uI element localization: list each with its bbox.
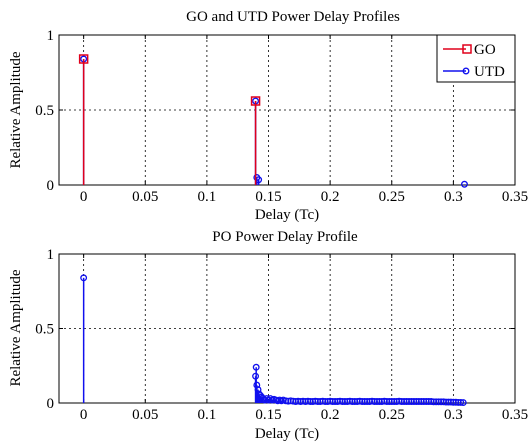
stem-marks [80, 274, 467, 407]
series-stem-marker [253, 381, 261, 389]
x-tick-labels: 0 0.05 0.1 0.15 0.2 0.25 0.3 0.35 [80, 407, 528, 423]
series-stem-marker [459, 399, 467, 407]
y-tick-label: 0 [47, 178, 55, 194]
series-stem-marker [368, 397, 376, 405]
y-axis-label: Relative Amplitude [8, 51, 24, 168]
go-stem-marker [250, 96, 261, 106]
series-stem-marker [427, 398, 435, 405]
x-tick-label: 0.2 [321, 407, 340, 423]
y-tick-label: 0.5 [35, 103, 54, 119]
x-tick-label: 0.05 [132, 407, 158, 423]
series-stem-marker [299, 397, 307, 405]
series-stem-marker [395, 397, 403, 405]
series-stem-marker [254, 386, 262, 394]
legend-entry-utd: UTD [443, 64, 505, 80]
series-stem-marker [326, 397, 334, 405]
series-stem-marker [304, 397, 312, 405]
x-tick-label: 0.3 [444, 407, 463, 423]
chart-title: GO and UTD Power Delay Profiles [186, 9, 400, 25]
y-tick-label: 1 [47, 247, 55, 263]
x-tick-label: 0.25 [379, 407, 405, 423]
x-tick-labels: 0 0.05 0.1 0.15 0.2 0.25 0.3 0.35 [80, 189, 528, 205]
x-axis-label: Delay (Tc) [255, 207, 319, 223]
series-stem-marker [289, 397, 297, 405]
y-tick-labels: 00.51 [35, 28, 54, 194]
stem-marks [78, 54, 468, 188]
x-tick-label: 0.05 [132, 189, 158, 205]
series-stem-marker [380, 397, 388, 405]
series-stem-marker [447, 398, 455, 406]
go-utd-panel: GO and UTD Power Delay Profiles 0 0.05 0.1… [8, 9, 528, 223]
series-stem-marker [452, 398, 460, 406]
series-stem-marker [346, 397, 354, 405]
x-tick-label: 0 [80, 189, 88, 205]
series-stem-marker [311, 397, 319, 405]
grid-lines [59, 254, 515, 403]
x-tick-label: 0.3 [444, 189, 463, 205]
x-tick-label: 0.15 [255, 189, 281, 205]
series-stem-marker [356, 397, 364, 405]
x-axis-label: Delay (Tc) [255, 426, 319, 442]
legend-entry-go: GO [443, 42, 496, 58]
x-tick-label: 0.15 [255, 407, 281, 423]
y-tick-label: 0 [47, 396, 55, 412]
series-stem-marker [336, 397, 344, 405]
utd-stem-marker [461, 180, 468, 188]
x-tick-label: 0.2 [321, 189, 340, 205]
legend: GO UTD [436, 34, 516, 83]
series-stem-marker [440, 398, 447, 406]
y-tick-label: 0.5 [35, 322, 54, 338]
series-stem-marker [457, 398, 465, 406]
x-tick-label: 0.35 [502, 189, 528, 205]
chart-title: PO Power Delay Profile [212, 229, 358, 245]
y-tick-labels: 00.51 [35, 247, 54, 412]
series-stem-marker [294, 397, 302, 405]
x-tick-label: 0.35 [502, 407, 528, 423]
legend-label-utd: UTD [474, 64, 505, 80]
x-tick-label: 0.1 [198, 189, 217, 205]
y-axis-label: Relative Amplitude [8, 269, 24, 386]
x-tick-label: 0.1 [198, 407, 217, 423]
x-tick-label: 0 [80, 407, 88, 423]
series-stem-marker [319, 397, 327, 405]
y-tick-label: 1 [47, 28, 55, 44]
x-tick-label: 0.25 [379, 189, 405, 205]
series-stem-marker [80, 274, 88, 282]
go-stem-marker [78, 54, 89, 64]
legend-label-go: GO [474, 42, 496, 58]
series-stem-marker [252, 363, 260, 371]
legend-box [436, 34, 516, 83]
plot-area [59, 254, 515, 403]
po-panel: PO Power Delay Profile 0 0.05 0.1 0.15 0.2 0.… [8, 229, 528, 442]
